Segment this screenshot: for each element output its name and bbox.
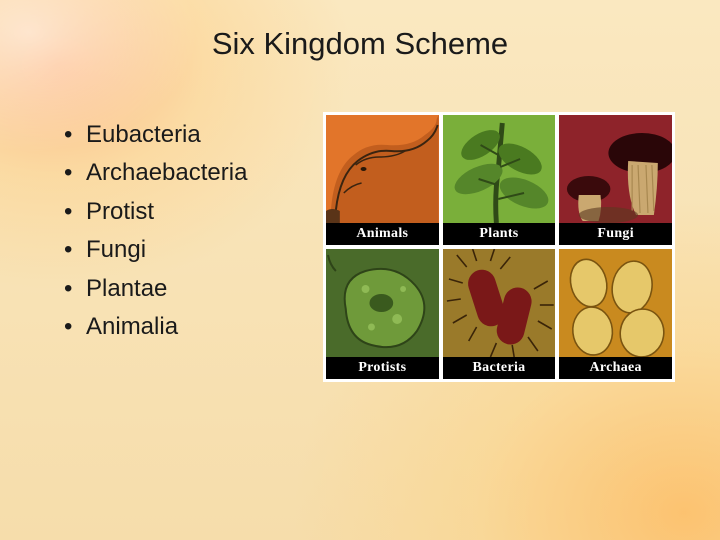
content-row: Eubacteria Archaebacteria Protist Fungi … bbox=[40, 110, 680, 382]
cell-archaea: Archaea bbox=[559, 249, 672, 379]
archaea-illustration bbox=[559, 249, 672, 357]
page-title: Six Kingdom Scheme bbox=[40, 26, 680, 62]
cell-label: Plants bbox=[443, 223, 556, 245]
list-item: Eubacteria bbox=[64, 116, 300, 154]
animals-illustration bbox=[326, 115, 439, 223]
cell-label: Bacteria bbox=[443, 357, 556, 379]
cell-label: Fungi bbox=[559, 223, 672, 245]
bacteria-illustration bbox=[443, 249, 556, 357]
bullet-list: Eubacteria Archaebacteria Protist Fungi … bbox=[40, 110, 300, 346]
cell-fungi: Fungi bbox=[559, 115, 672, 245]
slide: Six Kingdom Scheme Eubacteria Archaebact… bbox=[0, 0, 720, 540]
cell-label: Archaea bbox=[559, 357, 672, 379]
fungi-illustration bbox=[559, 115, 672, 223]
protists-illustration bbox=[326, 249, 439, 357]
kingdom-grid-wrap: Animals bbox=[318, 110, 680, 382]
cell-bacteria: Bacteria bbox=[443, 249, 556, 379]
list-item: Protist bbox=[64, 193, 300, 231]
cell-label: Animals bbox=[326, 223, 439, 245]
kingdom-grid: Animals bbox=[323, 112, 675, 382]
list-item: Animalia bbox=[64, 308, 300, 346]
cell-plants: Plants bbox=[443, 115, 556, 245]
list-item: Plantae bbox=[64, 270, 300, 308]
cell-animals: Animals bbox=[326, 115, 439, 245]
cell-protists: Protists bbox=[326, 249, 439, 379]
plants-illustration bbox=[443, 115, 556, 223]
cell-label: Protists bbox=[326, 357, 439, 379]
list-item: Archaebacteria bbox=[64, 154, 300, 192]
list-item: Fungi bbox=[64, 231, 300, 269]
